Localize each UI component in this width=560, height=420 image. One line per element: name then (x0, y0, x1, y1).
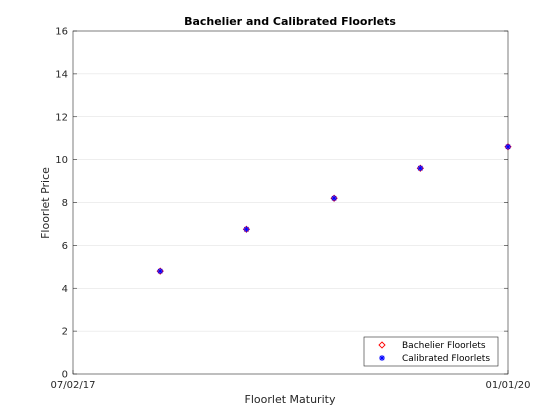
legend-item: Bachelier Floorlets (378, 341, 486, 351)
grid-lines (73, 73, 508, 332)
y-tick-label: 6 (62, 241, 68, 252)
x-axis-label: Floorlet Maturity (245, 393, 336, 406)
y-axis-tick-labels: 0 2 4 6 8 10 12 14 16 (55, 27, 68, 381)
y-tick-label: 16 (55, 27, 68, 38)
legend-label: Bachelier Floorlets (402, 341, 486, 351)
x-axis-tick-labels: 07/02/17 01/01/20 (51, 380, 531, 391)
plot-area (72, 30, 512, 375)
asterisk-point (331, 195, 338, 202)
series-2 (157, 143, 511, 275)
data-points (156, 143, 512, 275)
asterisk-point (417, 165, 424, 172)
y-axis-label: Floorlet Price (39, 167, 52, 239)
legend-box (363, 336, 499, 367)
legend-label: Calibrated Floorlets (402, 354, 490, 364)
legend-items: Bachelier Floorlets Calibrated Floorlets (378, 341, 490, 364)
y-tick-label: 8 (62, 198, 68, 209)
chart-title: Bachelier and Calibrated Floorlets (184, 15, 396, 28)
x-tick-label: 01/01/20 (486, 380, 531, 391)
legend-marker (379, 355, 385, 361)
y-tick-label: 2 (62, 327, 68, 338)
y-tick-label: 0 (62, 370, 68, 381)
asterisk-point (243, 226, 250, 233)
asterisk-point (505, 143, 511, 150)
x-tick-label: 07/02/17 (51, 380, 96, 391)
y-tick-label: 12 (55, 112, 68, 123)
y-tick-label: 4 (62, 284, 68, 295)
legend-marker (378, 341, 386, 349)
axis-ticks (72, 30, 509, 375)
asterisk-point (157, 268, 164, 275)
y-tick-label: 10 (55, 155, 68, 166)
legend-item: Calibrated Floorlets (379, 354, 490, 364)
y-tick-label: 14 (55, 69, 68, 80)
legend: Bachelier Floorlets Calibrated Floorlets (363, 336, 499, 367)
